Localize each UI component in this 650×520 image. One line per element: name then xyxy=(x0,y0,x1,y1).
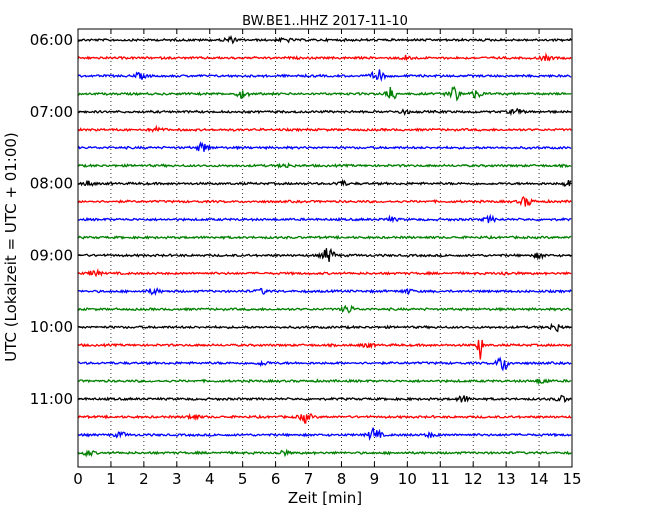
x-tick-label: 8 xyxy=(337,470,347,488)
x-tick-label: 6 xyxy=(271,470,281,488)
trace-0845 xyxy=(77,234,572,241)
y-tick-label: 08:00 xyxy=(30,175,73,193)
plot-frame xyxy=(77,28,573,468)
y-tick-label: 07:00 xyxy=(30,103,73,121)
x-tick-label: 0 xyxy=(73,470,83,488)
trace-1100 xyxy=(77,394,572,404)
x-tick-label: 4 xyxy=(205,470,215,488)
trace-0815 xyxy=(77,196,572,207)
y-tick-label: 09:00 xyxy=(30,246,73,264)
x-tick-label: 10 xyxy=(398,470,417,488)
trace-1015 xyxy=(77,339,572,360)
trace-0630 xyxy=(77,69,572,83)
trace-0800 xyxy=(77,178,572,188)
trace-0700 xyxy=(77,107,572,117)
y-tick-label: 11:00 xyxy=(30,390,73,408)
x-tick-label: 2 xyxy=(139,470,149,488)
x-axis-label: Zeit [min] xyxy=(288,489,362,507)
x-tick-label: 3 xyxy=(172,470,182,488)
x-tick-label: 11 xyxy=(431,470,450,488)
y-tick-label: 10:00 xyxy=(30,318,73,336)
trace-1115 xyxy=(77,412,572,424)
x-tick-label: 13 xyxy=(497,470,516,488)
trace-0715 xyxy=(77,124,572,133)
x-tick-label: 5 xyxy=(238,470,248,488)
chart-title: BW.BE1..HHZ 2017-11-10 xyxy=(242,14,408,29)
x-tick-label: 15 xyxy=(562,470,581,488)
x-tick-label: 7 xyxy=(304,470,314,488)
x-tick-label: 9 xyxy=(370,470,380,488)
trace-0730 xyxy=(77,140,572,152)
x-tick-label: 14 xyxy=(530,470,549,488)
trace-group xyxy=(77,34,572,458)
trace-1145 xyxy=(77,448,572,458)
trace-1000 xyxy=(77,322,572,333)
trace-0745 xyxy=(77,162,572,170)
trace-0615 xyxy=(77,52,572,62)
y-axis-label: UTC (Lokalzeit = UTC + 01:00) xyxy=(2,132,20,362)
trace-1045 xyxy=(77,378,572,386)
trace-1130 xyxy=(77,427,572,442)
x-tick-label: 1 xyxy=(106,470,116,488)
y-axis: 06:00 07:00 08:00 09:00 10:00 11:00 xyxy=(30,31,572,408)
trace-0930 xyxy=(77,287,572,296)
trace-0600 xyxy=(77,34,572,45)
x-tick-label: 12 xyxy=(464,470,483,488)
x-axis: 0 1 2 3 4 5 6 7 8 9 10 11 12 13 14 15 xyxy=(73,29,582,488)
trace-0915 xyxy=(77,267,572,278)
trace-0645 xyxy=(77,85,572,102)
trace-1030 xyxy=(77,356,572,372)
trace-0900 xyxy=(77,247,572,262)
trace-0945 xyxy=(77,304,572,314)
trace-0830 xyxy=(77,213,572,224)
y-tick-label: 06:00 xyxy=(30,31,73,49)
